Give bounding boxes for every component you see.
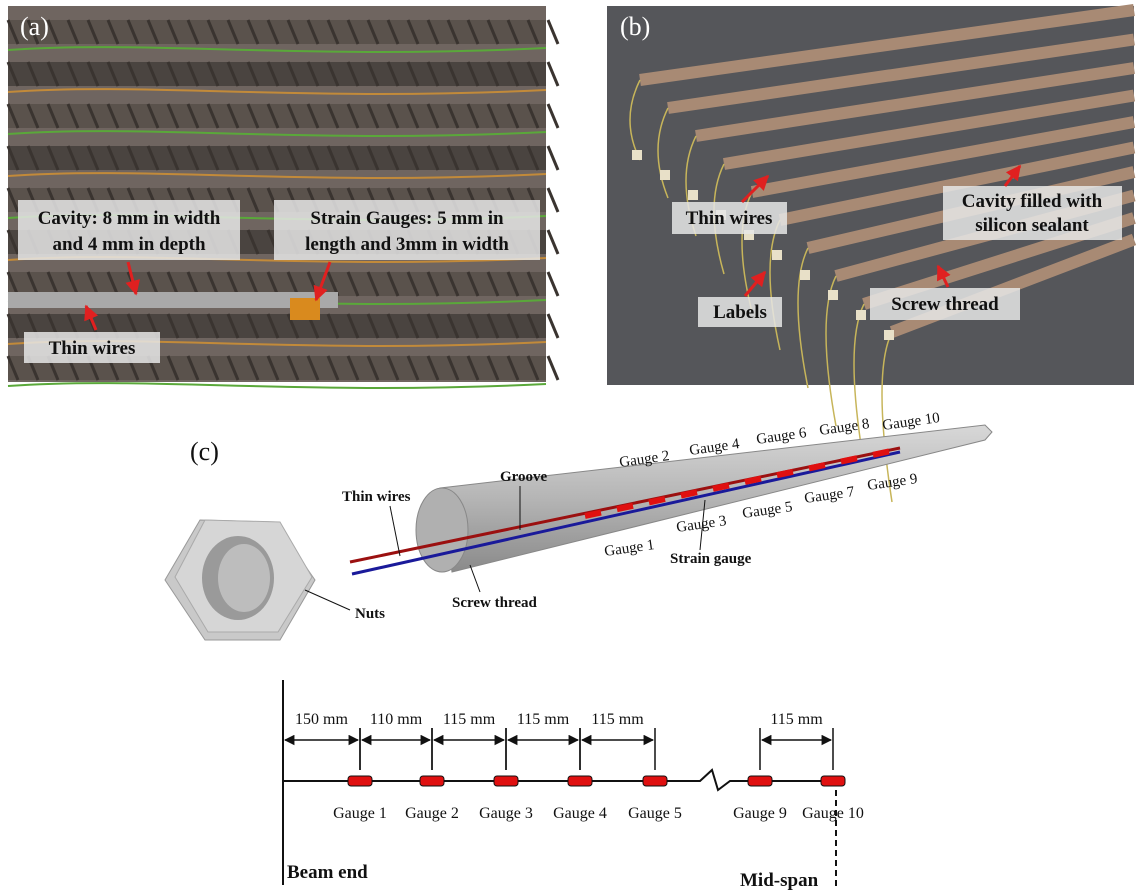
part-label: Nuts bbox=[355, 606, 385, 622]
callout-text: Thin wires bbox=[686, 208, 773, 229]
panel-label: (b) bbox=[620, 12, 650, 41]
tag bbox=[800, 270, 810, 280]
leader bbox=[390, 506, 400, 556]
callout-text: Screw thread bbox=[891, 294, 999, 315]
callout-text: Cavity: 8 mm in width bbox=[38, 208, 221, 229]
gauge-label: Gauge 7 bbox=[803, 484, 856, 507]
gauge-label: Gauge 1 bbox=[603, 537, 655, 560]
part-label: Thin wires bbox=[342, 489, 411, 505]
rib bbox=[548, 272, 558, 296]
callout-text: Cavity filled with bbox=[962, 191, 1103, 212]
photo-a bbox=[8, 6, 558, 388]
part-label: Groove bbox=[500, 469, 548, 485]
gauge-label: Gauge 10 bbox=[802, 805, 864, 822]
dim-label: 115 mm bbox=[517, 711, 570, 728]
part-label: Strain gauge bbox=[670, 551, 752, 567]
gauge-mark bbox=[681, 492, 697, 495]
gauge-layout: Gauge 1 Gauge 2 Gauge 3 Gauge 4 Gauge 5 Gauge… bbox=[283, 711, 864, 822]
rib bbox=[548, 104, 558, 128]
gauge-mark bbox=[809, 465, 825, 468]
rib bbox=[548, 356, 558, 380]
beam-end-label: Beam end bbox=[287, 862, 368, 883]
tag bbox=[884, 330, 894, 340]
rib bbox=[548, 20, 558, 44]
gauge-label: Gauge 8 bbox=[818, 416, 870, 439]
mid-span-label: Mid-span bbox=[740, 870, 819, 890]
gauge-mark bbox=[745, 479, 761, 482]
gauge-label: Gauge 3 bbox=[479, 805, 533, 822]
callout-text: Thin wires bbox=[49, 338, 136, 359]
gauge-label: Gauge 5 bbox=[628, 805, 682, 822]
rib bbox=[548, 188, 558, 212]
gauge-mark bbox=[568, 776, 592, 786]
gauge-label: Gauge 4 bbox=[553, 805, 607, 822]
rib bbox=[548, 62, 558, 86]
photo-b bbox=[607, 6, 1134, 502]
gauge-mark bbox=[643, 776, 667, 786]
gauge-label: Gauge 6 bbox=[755, 425, 808, 448]
gauge-mark bbox=[348, 776, 372, 786]
leader bbox=[470, 565, 480, 592]
tag bbox=[828, 290, 838, 300]
tag bbox=[660, 170, 670, 180]
tag bbox=[632, 150, 642, 160]
gauge-label: Gauge 9 bbox=[866, 471, 918, 494]
gauge-mark bbox=[873, 451, 889, 454]
gauge-label: Gauge 10 bbox=[881, 410, 941, 434]
gauge-label: Gauge 1 bbox=[333, 805, 387, 822]
rib bbox=[548, 146, 558, 170]
gauge-mark bbox=[841, 458, 857, 461]
gauge-mark bbox=[494, 776, 518, 786]
part-label: Screw thread bbox=[452, 595, 538, 611]
gauge-label: Gauge 3 bbox=[675, 513, 727, 536]
wire bbox=[8, 383, 546, 388]
callout-text: Labels bbox=[713, 302, 767, 323]
nut-thread bbox=[218, 544, 270, 612]
callout-text: Strain Gauges: 5 mm in bbox=[310, 208, 504, 229]
callout-text: and 4 mm in depth bbox=[52, 234, 206, 255]
panel-label: (c) bbox=[190, 437, 219, 466]
leader bbox=[305, 590, 350, 610]
callout-text: length and 3mm in width bbox=[305, 234, 509, 255]
gauge-mark bbox=[420, 776, 444, 786]
tag bbox=[688, 190, 698, 200]
gauge-mark bbox=[821, 776, 845, 786]
nut bbox=[165, 520, 315, 640]
gauge-mark bbox=[713, 485, 729, 488]
gauge-mark bbox=[649, 499, 665, 502]
gauge-photo bbox=[290, 298, 320, 320]
gauge-label: Gauge 5 bbox=[741, 499, 793, 522]
dim-label: 150 mm bbox=[295, 711, 348, 728]
tag bbox=[856, 310, 866, 320]
panel-label: (a) bbox=[20, 12, 49, 41]
gauge-mark bbox=[617, 506, 633, 509]
tag bbox=[772, 250, 782, 260]
dim-label: 110 mm bbox=[370, 711, 423, 728]
dim-label: 115 mm bbox=[443, 711, 496, 728]
rib bbox=[548, 314, 558, 338]
dim-label: 115 mm bbox=[770, 711, 823, 728]
gauge-label: Gauge 9 bbox=[733, 805, 787, 822]
figure: (a) Cavity: 8 mm in width and 4 mm in de… bbox=[0, 0, 1136, 890]
gauge-mark bbox=[748, 776, 772, 786]
gauge-mark bbox=[585, 513, 601, 516]
gauge-mark bbox=[777, 472, 793, 475]
cavity bbox=[8, 292, 338, 308]
dim-label: 115 mm bbox=[591, 711, 644, 728]
rib bbox=[548, 230, 558, 254]
gauge-label: Gauge 2 bbox=[405, 805, 459, 822]
callout-text: silicon sealant bbox=[975, 215, 1089, 236]
